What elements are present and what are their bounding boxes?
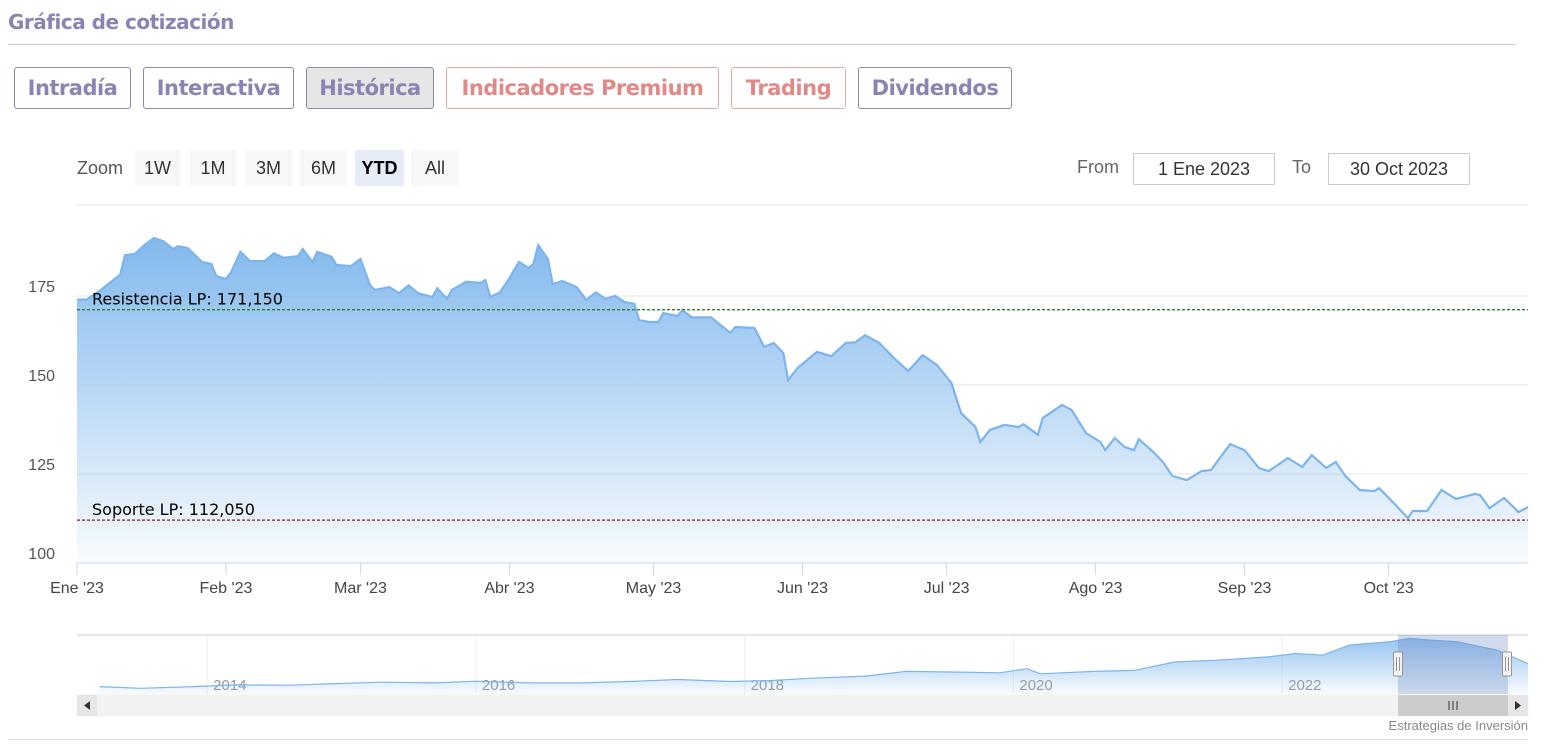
grip-icon: [1448, 701, 1458, 710]
y-tick-label: 100: [28, 546, 55, 563]
page-title: Gráfica de cotización: [8, 10, 234, 34]
x-tick-label: Oct '23: [1364, 580, 1414, 597]
arrow-left-icon: [84, 701, 90, 710]
scrollbar-track: [76, 694, 1529, 717]
navigator-line: [99, 637, 1529, 689]
x-tick-label: Ago '23: [1069, 580, 1123, 597]
from-label: From: [1077, 157, 1119, 177]
x-tick-label: Sep '23: [1218, 580, 1272, 597]
x-tick-label: Feb '23: [200, 580, 253, 597]
y-tick-label: 175: [28, 279, 55, 296]
navigator-left-handle[interactable]: [1393, 651, 1403, 677]
credits: Estrategias de Inversión: [1388, 718, 1528, 733]
navigator-right-handle[interactable]: [1502, 651, 1512, 677]
title-divider: [8, 44, 1516, 45]
from-date-input[interactable]: 1 Ene 2023: [1133, 153, 1275, 185]
zoom-3m-button[interactable]: 3M: [245, 150, 292, 186]
navigator-area: [97, 638, 1528, 694]
x-tick-label: Jun '23: [777, 580, 828, 597]
zoom-1w-button[interactable]: 1W: [135, 150, 180, 186]
x-tick-label: Mar '23: [334, 580, 387, 597]
tab-indicadores-premium[interactable]: Indicadores Premium: [446, 67, 719, 109]
plot-line-label: Resistencia LP: 171,150: [92, 290, 283, 309]
y-tick-label: 125: [28, 457, 55, 474]
zoom-6m-button[interactable]: 6M: [300, 150, 347, 186]
handle-grip-icon: [1396, 657, 1400, 671]
bottom-divider: [8, 739, 1528, 740]
zoom-label: Zoom: [77, 158, 124, 178]
tab-dividendos[interactable]: Dividendos: [858, 67, 1012, 109]
arrow-right-icon: [1515, 701, 1521, 710]
price-area: [77, 238, 1528, 563]
to-date-input[interactable]: 30 Oct 2023: [1328, 153, 1470, 185]
zoom-all-button[interactable]: All: [411, 150, 459, 186]
tab-trading[interactable]: Trading: [731, 67, 846, 109]
plot-line-label: Soporte LP: 112,050: [92, 500, 255, 519]
zoom-ytd-button[interactable]: YTD: [355, 150, 404, 186]
tab-historica[interactable]: Histórica: [306, 67, 434, 109]
to-label: To: [1292, 157, 1312, 177]
price-line: [77, 236, 1529, 520]
tab-interactiva[interactable]: Interactiva: [143, 67, 294, 109]
navigator-selection-mask: [1398, 635, 1508, 694]
x-tick-label: Ene '23: [50, 580, 104, 597]
handle-grip-icon: [1505, 657, 1509, 671]
tab-intradia[interactable]: Intradía: [14, 67, 131, 109]
y-tick-label: 150: [28, 368, 55, 385]
zoom-1m-button[interactable]: 1M: [190, 150, 236, 186]
x-tick-label: May '23: [626, 580, 682, 597]
x-tick-label: Jul '23: [924, 580, 970, 597]
x-tick-label: Abr '23: [484, 580, 534, 597]
